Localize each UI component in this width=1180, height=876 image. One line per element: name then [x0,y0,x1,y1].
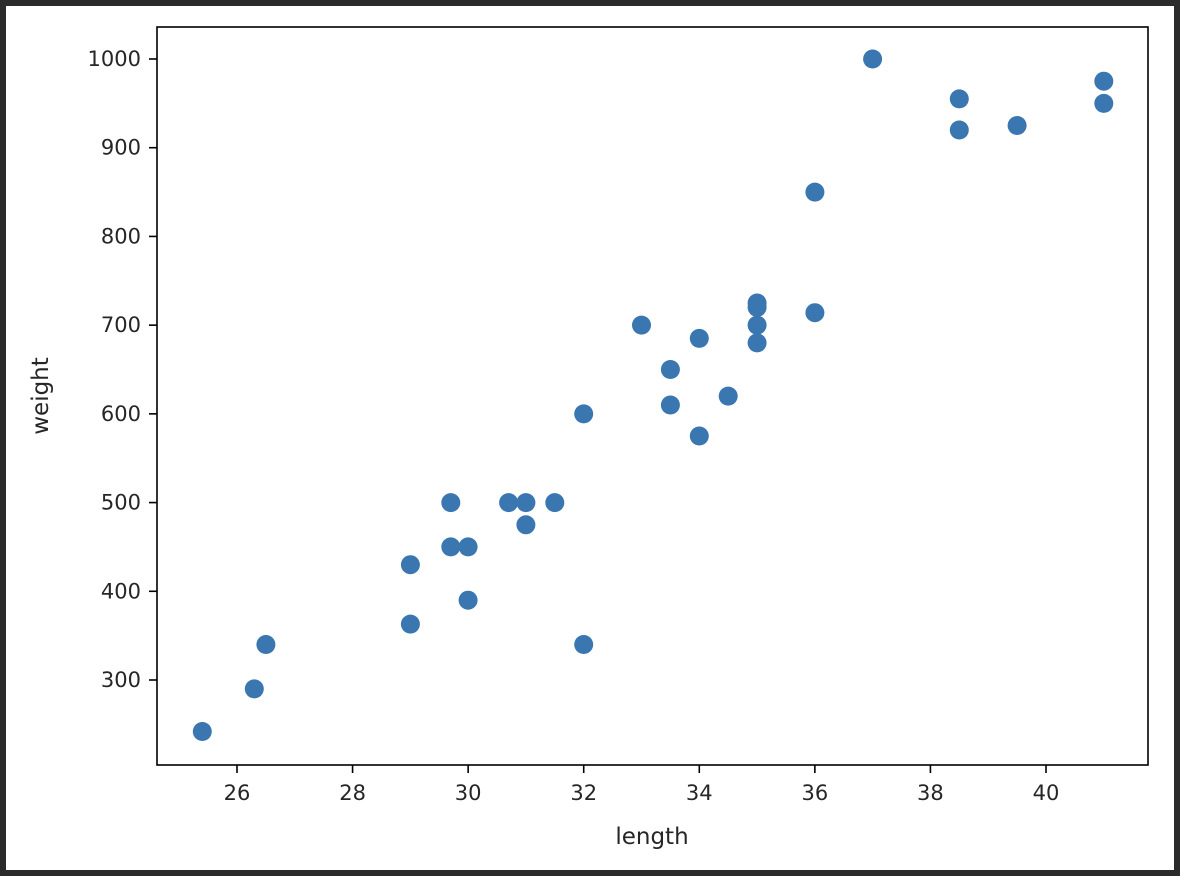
data-point [400,614,420,634]
data-point [805,182,825,202]
data-point [516,493,536,513]
x-tick-label: 34 [686,781,713,805]
x-tick-label: 30 [455,781,482,805]
data-point [1007,116,1027,135]
data-point [863,49,883,69]
x-axis-label: length [615,824,688,850]
data-point [400,555,420,575]
data-point [244,679,264,699]
data-point [458,590,478,610]
data-point [545,493,565,513]
data-point [192,722,212,741]
x-tick-label: 32 [570,781,597,805]
data-point [574,404,594,424]
data-point [689,426,709,446]
data-point [718,386,738,406]
ticks-layer: 26 28 30 32 34 36 38 40 300 400 500 600 700 800 900 100… [88,47,1060,805]
y-tick-label: 700 [101,313,141,337]
x-tick-label: 40 [1033,781,1060,805]
data-point [805,303,825,323]
data-point [1094,93,1114,113]
data-point [747,315,767,335]
y-tick-label: 600 [101,402,141,426]
points-layer [192,49,1114,741]
y-tick-label: 800 [101,224,141,248]
y-tick-label: 300 [101,668,141,692]
data-point [689,328,709,348]
x-tick-label: 38 [917,781,944,805]
y-tick-label: 400 [101,579,141,603]
data-point [458,537,478,557]
plot-area-border [156,26,1149,766]
y-tick-label: 500 [101,491,141,515]
x-tick-label: 26 [224,781,251,805]
y-axis-label: weight [28,357,54,435]
data-point [660,360,680,379]
y-tick-label: 900 [101,136,141,160]
y-tick-label: 1000 [88,47,141,71]
data-point [499,493,519,513]
data-point [949,89,969,109]
data-point [256,635,276,654]
data-point [632,315,651,335]
data-point [441,537,461,557]
data-point [516,515,536,535]
data-point [747,333,767,353]
x-tick-label: 36 [801,781,828,805]
x-tick-label: 28 [339,781,366,805]
data-point [660,395,680,415]
data-point [949,120,969,140]
data-point [441,493,461,513]
data-point [1094,71,1114,91]
data-point [574,635,594,654]
data-point [747,297,767,317]
